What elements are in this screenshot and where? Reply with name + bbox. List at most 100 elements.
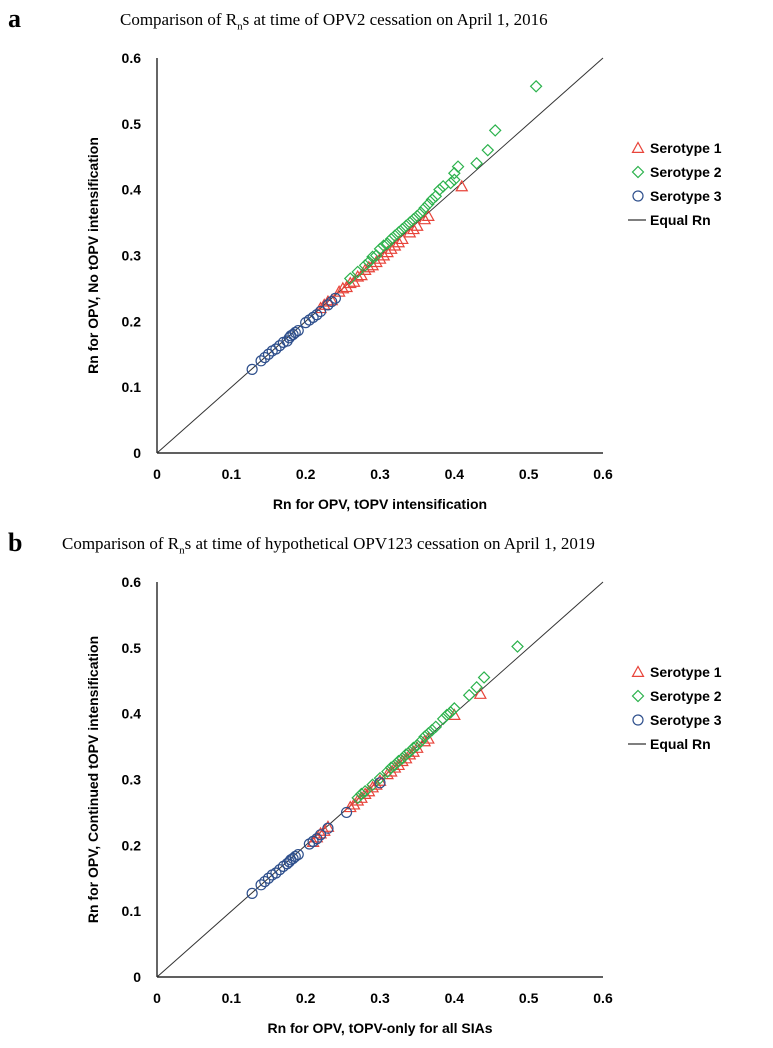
data-point-serotype-2 [477,671,491,684]
data-point-serotype-3 [262,348,275,360]
data-point-serotype-1 [403,225,417,238]
data-point-serotype-2 [511,640,524,653]
equal-rn-line [156,581,604,978]
data-point-serotype-2 [433,183,446,197]
data-point-serotype-2 [388,758,402,772]
title-rest: s at time of hypothetical OPV123 cessati… [184,534,595,553]
legend-label: Serotype 3 [650,188,722,204]
data-point-serotype-3 [270,343,282,355]
data-point-serotype-2 [451,160,465,173]
data-point-serotype-2 [410,209,424,223]
data-point-serotype-3 [292,324,304,337]
data-point-serotype-2 [414,734,428,748]
data-point-serotype-3 [259,351,271,364]
title-sub: n [237,20,243,33]
data-point-serotype-2 [388,229,402,243]
data-point-serotype-2 [392,754,405,768]
y-tick-label: 0.4 [122,182,142,198]
data-point-serotype-2 [366,778,379,792]
x-tick-label: 0 [153,466,161,482]
data-point-serotype-3 [270,867,282,879]
data-point-serotype-1 [314,826,328,839]
x-tick-label: 0.1 [222,990,242,1006]
y-tick-label: 0.3 [122,772,142,788]
y-tick-label: 0.2 [122,313,142,329]
y-tick-label: 0.1 [122,379,142,395]
data-point-serotype-2 [373,771,387,785]
data-point-serotype-2 [470,680,483,694]
data-point-serotype-2 [377,239,391,252]
data-point-serotype-2 [403,745,417,759]
panel-a: a Comparison of Rns at time of OPV2 cess… [8,4,722,512]
x-tick-label: 0.4 [445,990,465,1006]
data-point-serotype-2 [418,730,431,744]
data-point-serotype-2 [529,79,543,93]
data-point-serotype-2 [366,250,379,264]
data-point-serotype-1 [410,219,424,231]
y-tick-label: 0 [133,969,141,985]
legend-marker [631,141,645,153]
data-point-serotype-1 [455,179,469,192]
data-point-serotype-2 [447,702,461,715]
y-tick-label: 0.5 [122,640,142,656]
data-point-serotype-3 [311,833,323,845]
data-point-serotype-1 [321,820,335,832]
data-point-serotype-2 [384,232,398,246]
panel-letter: a [8,4,21,33]
data-point-serotype-3 [274,864,286,876]
data-point-serotype-3 [300,317,312,329]
x-tick-label: 0.5 [519,990,539,1006]
x-tick-label: 0.2 [296,990,316,1006]
x-tick-label: 0.4 [445,466,465,482]
data-point-serotype-1 [369,778,383,790]
data-point-serotype-1 [347,797,361,810]
data-point-serotype-2 [444,176,457,190]
data-point-serotype-3 [322,822,334,834]
data-point-serotype-1 [406,222,420,235]
x-tick-label: 0.3 [370,466,390,482]
x-axis-label: Rn for OPV, tOPV-only for all SIAs [267,1020,492,1036]
x-tick-label: 0.5 [519,466,539,482]
legend-label: Serotype 3 [650,712,722,728]
y-tick-label: 0.3 [122,248,142,264]
data-point-serotype-2 [407,741,420,755]
data-point-serotype-2 [395,752,409,765]
data-point-serotype-3 [289,850,301,863]
data-point-serotype-2 [355,787,368,801]
y-tick-label: 0.5 [122,116,142,132]
data-point-serotype-3 [307,835,319,847]
chart-title: Comparison of Rns at time of hypothetica… [40,534,760,556]
data-point-serotype-2 [373,242,387,256]
x-tick-label: 0.6 [593,990,613,1006]
data-point-serotype-2 [395,222,409,236]
data-point-serotype-3 [329,292,341,304]
y-tick-label: 0 [133,445,141,461]
data-point-serotype-2 [425,723,439,737]
data-point-serotype-3 [292,848,304,861]
data-point-serotype-2 [358,785,372,798]
data-point-serotype-2 [440,708,454,722]
panel-letter: b [8,528,23,557]
data-point-serotype-3 [374,777,386,789]
data-point-serotype-2 [343,272,357,285]
title-sub: n [179,544,185,557]
data-point-serotype-2 [447,173,461,187]
data-point-serotype-2 [407,212,420,226]
panel-b: b Comparison of Rns at time of hypotheti… [0,524,773,1048]
data-point-serotype-2 [436,712,450,726]
data-point-serotype-2 [410,738,424,752]
data-point-serotype-3 [326,295,338,308]
data-point-serotype-1 [343,800,357,813]
data-point-serotype-2 [381,237,394,250]
data-point-serotype-1 [392,235,406,248]
data-point-serotype-3 [340,806,353,819]
legend-label: Serotype 2 [650,164,722,180]
legend-marker [631,165,645,179]
data-point-serotype-2 [351,791,365,805]
data-point-serotype-2 [384,761,398,774]
data-point-serotype-2 [351,265,365,279]
data-point-serotype-3 [303,838,315,850]
data-point-serotype-3 [303,314,315,326]
data-point-serotype-1 [418,212,432,225]
x-tick-label: 0 [153,990,161,1006]
